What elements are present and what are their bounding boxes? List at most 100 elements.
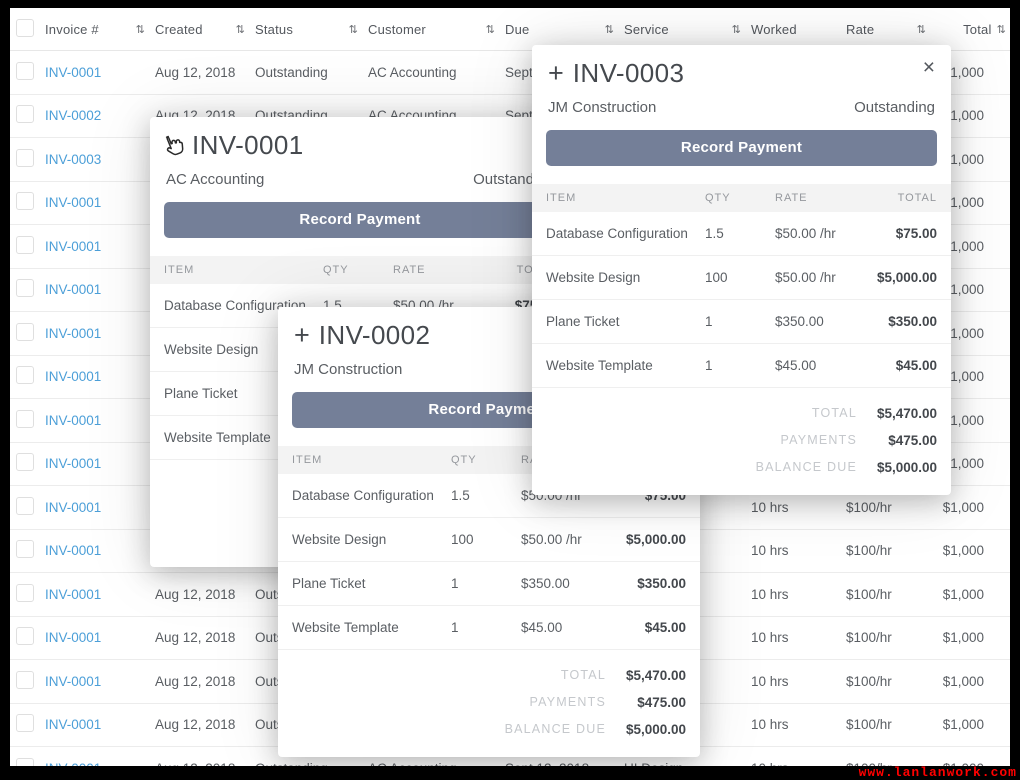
created-cell: Aug 12, 2018 <box>155 630 236 646</box>
rate-cell: $100/hr <box>846 499 892 515</box>
row-checkbox[interactable] <box>16 583 34 602</box>
item-rate: $50.00 /hr <box>775 269 836 285</box>
items-column-header: QTY <box>705 191 731 204</box>
sort-icon[interactable]: ⇅ <box>604 23 614 36</box>
item-total: $350.00 <box>637 575 686 591</box>
row-checkbox[interactable] <box>16 627 34 646</box>
column-header[interactable]: Due ⇅ <box>505 22 624 37</box>
column-header[interactable]: Service ⇅ <box>624 22 751 37</box>
modal-customer: JM Construction <box>548 98 657 116</box>
row-checkbox[interactable] <box>16 322 34 341</box>
column-header-label: Status <box>255 21 294 37</box>
worked-cell: 10 hrs <box>751 499 789 515</box>
sort-icon[interactable]: ⇅ <box>731 23 741 36</box>
select-all-checkbox[interactable] <box>16 18 34 37</box>
column-header[interactable]: Rate ⇅ <box>846 22 936 37</box>
totals-label: BALANCE DUE <box>504 722 606 737</box>
record-payment-button[interactable]: Record Payment <box>164 201 556 238</box>
sort-icon[interactable]: ⇅ <box>348 23 358 36</box>
record-payment-button[interactable]: Record Payment <box>546 129 937 166</box>
invoice-link[interactable]: INV-0001 <box>45 673 102 689</box>
item-total: $5,000.00 <box>625 531 686 547</box>
invoice-link[interactable]: INV-0001 <box>45 412 102 428</box>
column-header[interactable]: Total ⇅ <box>936 22 1010 37</box>
invoice-item-row: Website Template 1 $45.00 $45.00 <box>532 344 951 388</box>
rate-cell: $100/hr <box>846 761 936 766</box>
checkbox-cell <box>16 105 45 126</box>
column-header[interactable]: Customer ⇅ <box>368 22 505 37</box>
sort-icon[interactable]: ⇅ <box>996 23 1006 36</box>
worked-cell: 10 hrs <box>751 717 789 733</box>
column-header[interactable]: Worked <box>751 22 846 37</box>
invoice-link[interactable]: INV-0001 <box>45 543 102 559</box>
invoice-link[interactable]: INV-0001 <box>45 717 102 733</box>
row-checkbox[interactable] <box>16 366 34 385</box>
item-name: Website Design <box>164 341 259 357</box>
sort-icon[interactable]: ⇅ <box>135 23 145 36</box>
created-cell: Aug 12, 2018 <box>155 717 236 733</box>
close-icon[interactable]: × <box>922 56 935 79</box>
totals-row: PAYMENTS $475.00 <box>546 427 937 454</box>
checkbox-cell <box>16 366 45 387</box>
invoices-page: Invoice # ⇅ Created ⇅ Status ⇅ Customer … <box>10 8 1010 766</box>
items-column-header: ITEM <box>164 263 195 276</box>
row-checkbox[interactable] <box>16 105 34 124</box>
invoice-link[interactable]: INV-0003 <box>45 151 102 167</box>
column-header[interactable]: Invoice # ⇅ <box>45 22 155 37</box>
row-checkbox[interactable] <box>16 148 34 167</box>
invoice-link[interactable]: INV-0001 <box>45 325 102 341</box>
row-checkbox[interactable] <box>16 235 34 254</box>
row-checkbox[interactable] <box>16 453 34 472</box>
row-checkbox[interactable] <box>16 192 34 211</box>
row-checkbox[interactable] <box>16 714 34 733</box>
row-checkbox[interactable] <box>16 496 34 515</box>
invoice-item-row: Plane Ticket 1 $350.00 $350.00 <box>532 300 951 344</box>
invoice-link[interactable]: INV-0001 <box>45 499 102 515</box>
invoice-link[interactable]: INV-0001 <box>45 238 102 254</box>
checkbox-cell <box>16 409 45 431</box>
created-cell: Aug 12, 2018 <box>155 673 236 689</box>
row-checkbox[interactable] <box>16 757 34 766</box>
invoice-link[interactable]: INV-0001 <box>45 761 155 766</box>
row-checkbox[interactable] <box>16 279 34 298</box>
worked-cell: 10 hrs <box>751 761 846 766</box>
invoice-link[interactable]: INV-0001 <box>45 630 102 646</box>
invoice-link[interactable]: INV-0001 <box>45 369 102 385</box>
row-checkbox[interactable] <box>16 670 34 689</box>
worked-cell: 10 hrs <box>751 673 789 689</box>
row-checkbox[interactable] <box>16 61 34 80</box>
sort-icon[interactable]: ⇅ <box>485 23 495 36</box>
totals-label: PAYMENTS <box>780 433 857 448</box>
row-checkbox[interactable] <box>16 540 34 559</box>
items-column-header: RATE <box>393 263 426 276</box>
item-name: Website Template <box>164 429 271 445</box>
total-cell: $1,000 <box>942 238 984 254</box>
invoice-link[interactable]: INV-0001 <box>45 456 102 472</box>
total-cell: $1,000 <box>942 412 984 428</box>
total-cell: $1,000 <box>942 195 984 211</box>
sort-icon[interactable]: ⇅ <box>235 23 245 36</box>
items-list: Database Configuration 1.5 $50.00 /hr $7… <box>278 474 700 650</box>
invoice-link[interactable]: INV-0001 <box>45 586 102 602</box>
total-cell: $1,000 <box>942 499 984 515</box>
item-rate: $350.00 <box>775 313 824 329</box>
invoice-link[interactable]: INV-0001 <box>45 282 102 298</box>
checkbox-cell <box>16 757 45 766</box>
invoice-modal-title: INV-0002 <box>318 320 431 350</box>
invoice-link[interactable]: INV-0001 <box>45 195 102 211</box>
column-header-label: Created <box>155 21 203 37</box>
total-cell: $1,000 <box>942 673 984 689</box>
column-header[interactable]: Status ⇅ <box>255 22 368 37</box>
totals-label: BALANCE DUE <box>755 460 857 475</box>
total-cell: $1,000 <box>942 717 984 733</box>
total-cell: $1,000 <box>942 151 984 167</box>
item-rate: $45.00 <box>775 357 817 373</box>
invoice-link[interactable]: INV-0001 <box>45 64 102 80</box>
totals-row: BALANCE DUE $5,000.00 <box>546 454 937 481</box>
sort-icon[interactable]: ⇅ <box>916 23 926 36</box>
column-header[interactable]: Created ⇅ <box>155 22 255 37</box>
items-column-header: RATE <box>775 191 808 204</box>
invoice-link[interactable]: INV-0002 <box>45 108 102 124</box>
row-checkbox[interactable] <box>16 409 34 428</box>
